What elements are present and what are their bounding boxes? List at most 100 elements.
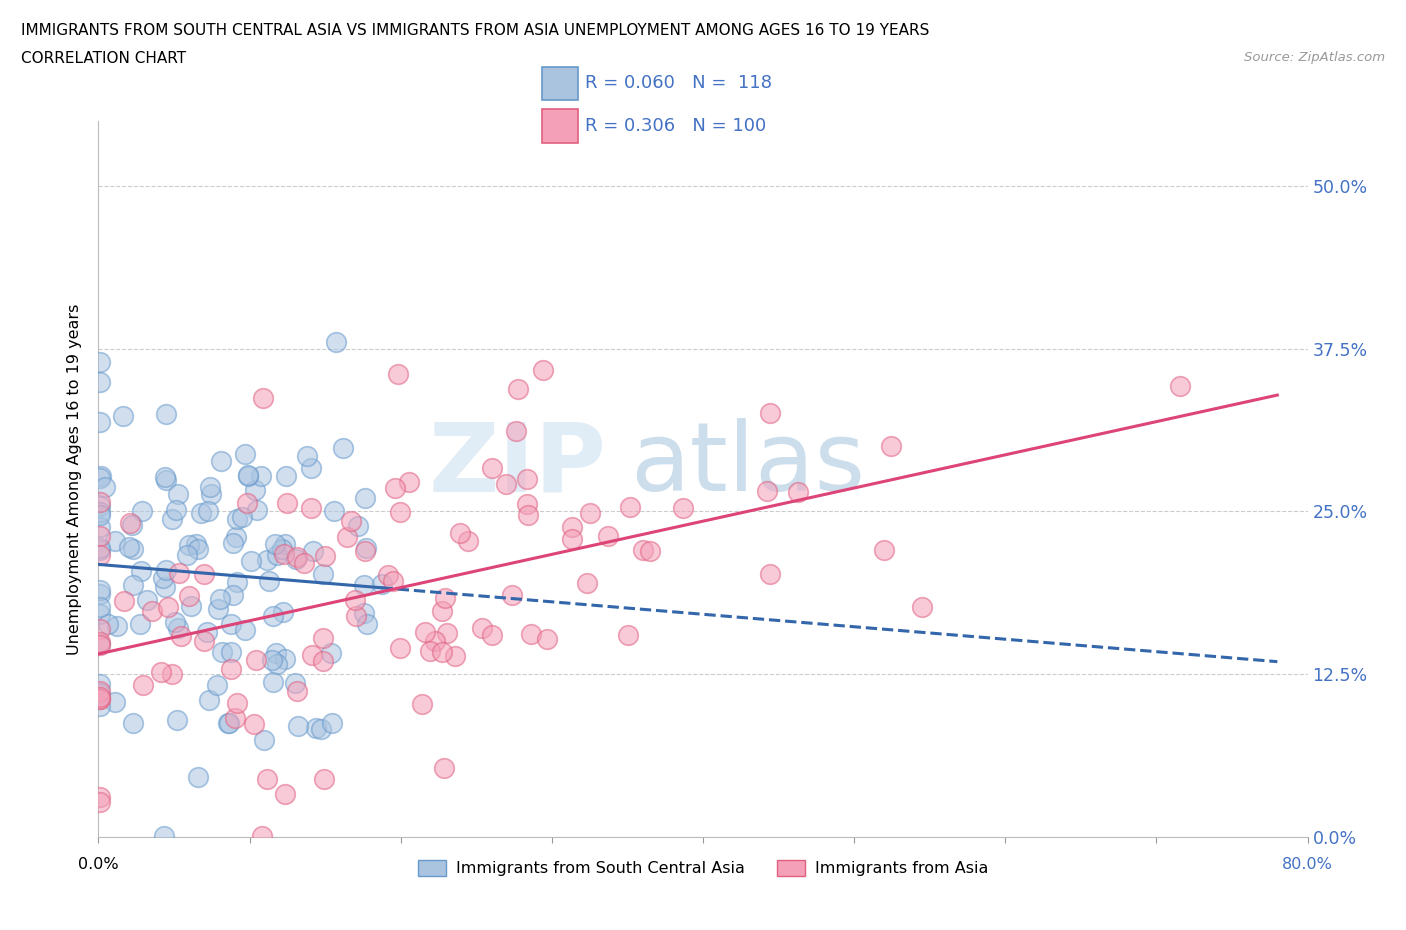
Point: [156, 600, 179, 615]
Point: [89, 690, 111, 705]
Point: [299, 461, 322, 476]
Point: [295, 449, 318, 464]
Point: [187, 542, 209, 557]
Point: [121, 578, 143, 592]
Point: [274, 468, 297, 483]
Point: [160, 667, 183, 682]
Text: atlas: atlas: [630, 418, 866, 512]
Point: [89, 354, 111, 369]
Point: [370, 576, 392, 591]
Point: [89, 582, 111, 597]
Point: [90, 469, 112, 484]
Point: [209, 454, 232, 469]
Point: [301, 647, 323, 662]
Point: [516, 472, 538, 486]
Point: [262, 608, 284, 623]
Point: [149, 665, 172, 680]
Point: [245, 653, 267, 668]
Point: [236, 496, 259, 511]
Point: [312, 567, 335, 582]
Point: [219, 661, 242, 676]
Y-axis label: Unemployment Among Ages 16 to 19 years: Unemployment Among Ages 16 to 19 years: [67, 303, 83, 655]
Point: [89, 495, 111, 510]
Point: [434, 591, 457, 605]
Point: [177, 538, 200, 552]
Point: [1168, 379, 1191, 393]
Point: [638, 544, 661, 559]
Point: [167, 486, 190, 501]
Point: [273, 547, 295, 562]
Point: [131, 677, 153, 692]
Point: [165, 614, 187, 629]
Point: [160, 512, 183, 527]
Point: [198, 693, 221, 708]
Point: [89, 471, 111, 485]
Point: [89, 375, 111, 390]
Point: [252, 391, 274, 405]
Point: [384, 480, 406, 495]
Point: [631, 542, 654, 557]
Point: [226, 512, 249, 526]
Point: [262, 674, 284, 689]
Point: [250, 469, 273, 484]
Point: [560, 531, 582, 546]
Point: [457, 534, 479, 549]
Point: [200, 486, 222, 501]
Text: CORRELATION CHART: CORRELATION CHART: [21, 51, 186, 66]
Point: [155, 472, 177, 487]
Point: [786, 485, 808, 499]
Point: [264, 537, 287, 551]
Point: [89, 528, 111, 543]
Point: [413, 624, 436, 639]
Point: [911, 600, 934, 615]
Text: R = 0.060   N =  118: R = 0.060 N = 118: [585, 74, 772, 92]
Point: [436, 626, 458, 641]
Point: [240, 554, 263, 569]
Point: [238, 469, 260, 484]
Point: [266, 645, 288, 660]
Point: [481, 460, 503, 475]
Point: [225, 529, 247, 544]
Point: [257, 574, 280, 589]
Point: [292, 555, 315, 570]
Point: [166, 713, 188, 728]
Point: [222, 536, 245, 551]
Point: [226, 696, 249, 711]
Bar: [541, 109, 578, 142]
Point: [419, 644, 441, 658]
Point: [505, 423, 527, 438]
Point: [218, 716, 240, 731]
Text: ZIP: ZIP: [429, 418, 606, 512]
Point: [759, 405, 782, 420]
Point: [256, 552, 278, 567]
Point: [197, 504, 219, 519]
Text: IMMIGRANTS FROM SOUTH CENTRAL ASIA VS IMMIGRANTS FROM ASIA UNEMPLOYMENT AMONG AG: IMMIGRANTS FROM SOUTH CENTRAL ASIA VS IM…: [21, 23, 929, 38]
Point: [432, 644, 454, 659]
Point: [285, 549, 308, 564]
Point: [89, 504, 111, 519]
Point: [176, 548, 198, 563]
Point: [387, 366, 409, 381]
Point: [284, 676, 307, 691]
Point: [129, 564, 152, 578]
Point: [89, 635, 111, 650]
Point: [193, 634, 215, 649]
Point: [516, 497, 538, 512]
Point: [354, 540, 377, 555]
Point: [314, 549, 336, 564]
Point: [879, 438, 901, 453]
Text: R = 0.306   N = 100: R = 0.306 N = 100: [585, 117, 766, 135]
Point: [253, 733, 276, 748]
Point: [250, 829, 273, 844]
Point: [184, 537, 207, 551]
Point: [516, 507, 538, 522]
Point: [382, 574, 405, 589]
Point: [195, 624, 218, 639]
Point: [233, 447, 256, 462]
Point: [231, 510, 253, 525]
Point: [266, 657, 288, 671]
Point: [111, 409, 134, 424]
Point: [285, 684, 308, 698]
Point: [531, 363, 554, 378]
Point: [284, 551, 307, 566]
